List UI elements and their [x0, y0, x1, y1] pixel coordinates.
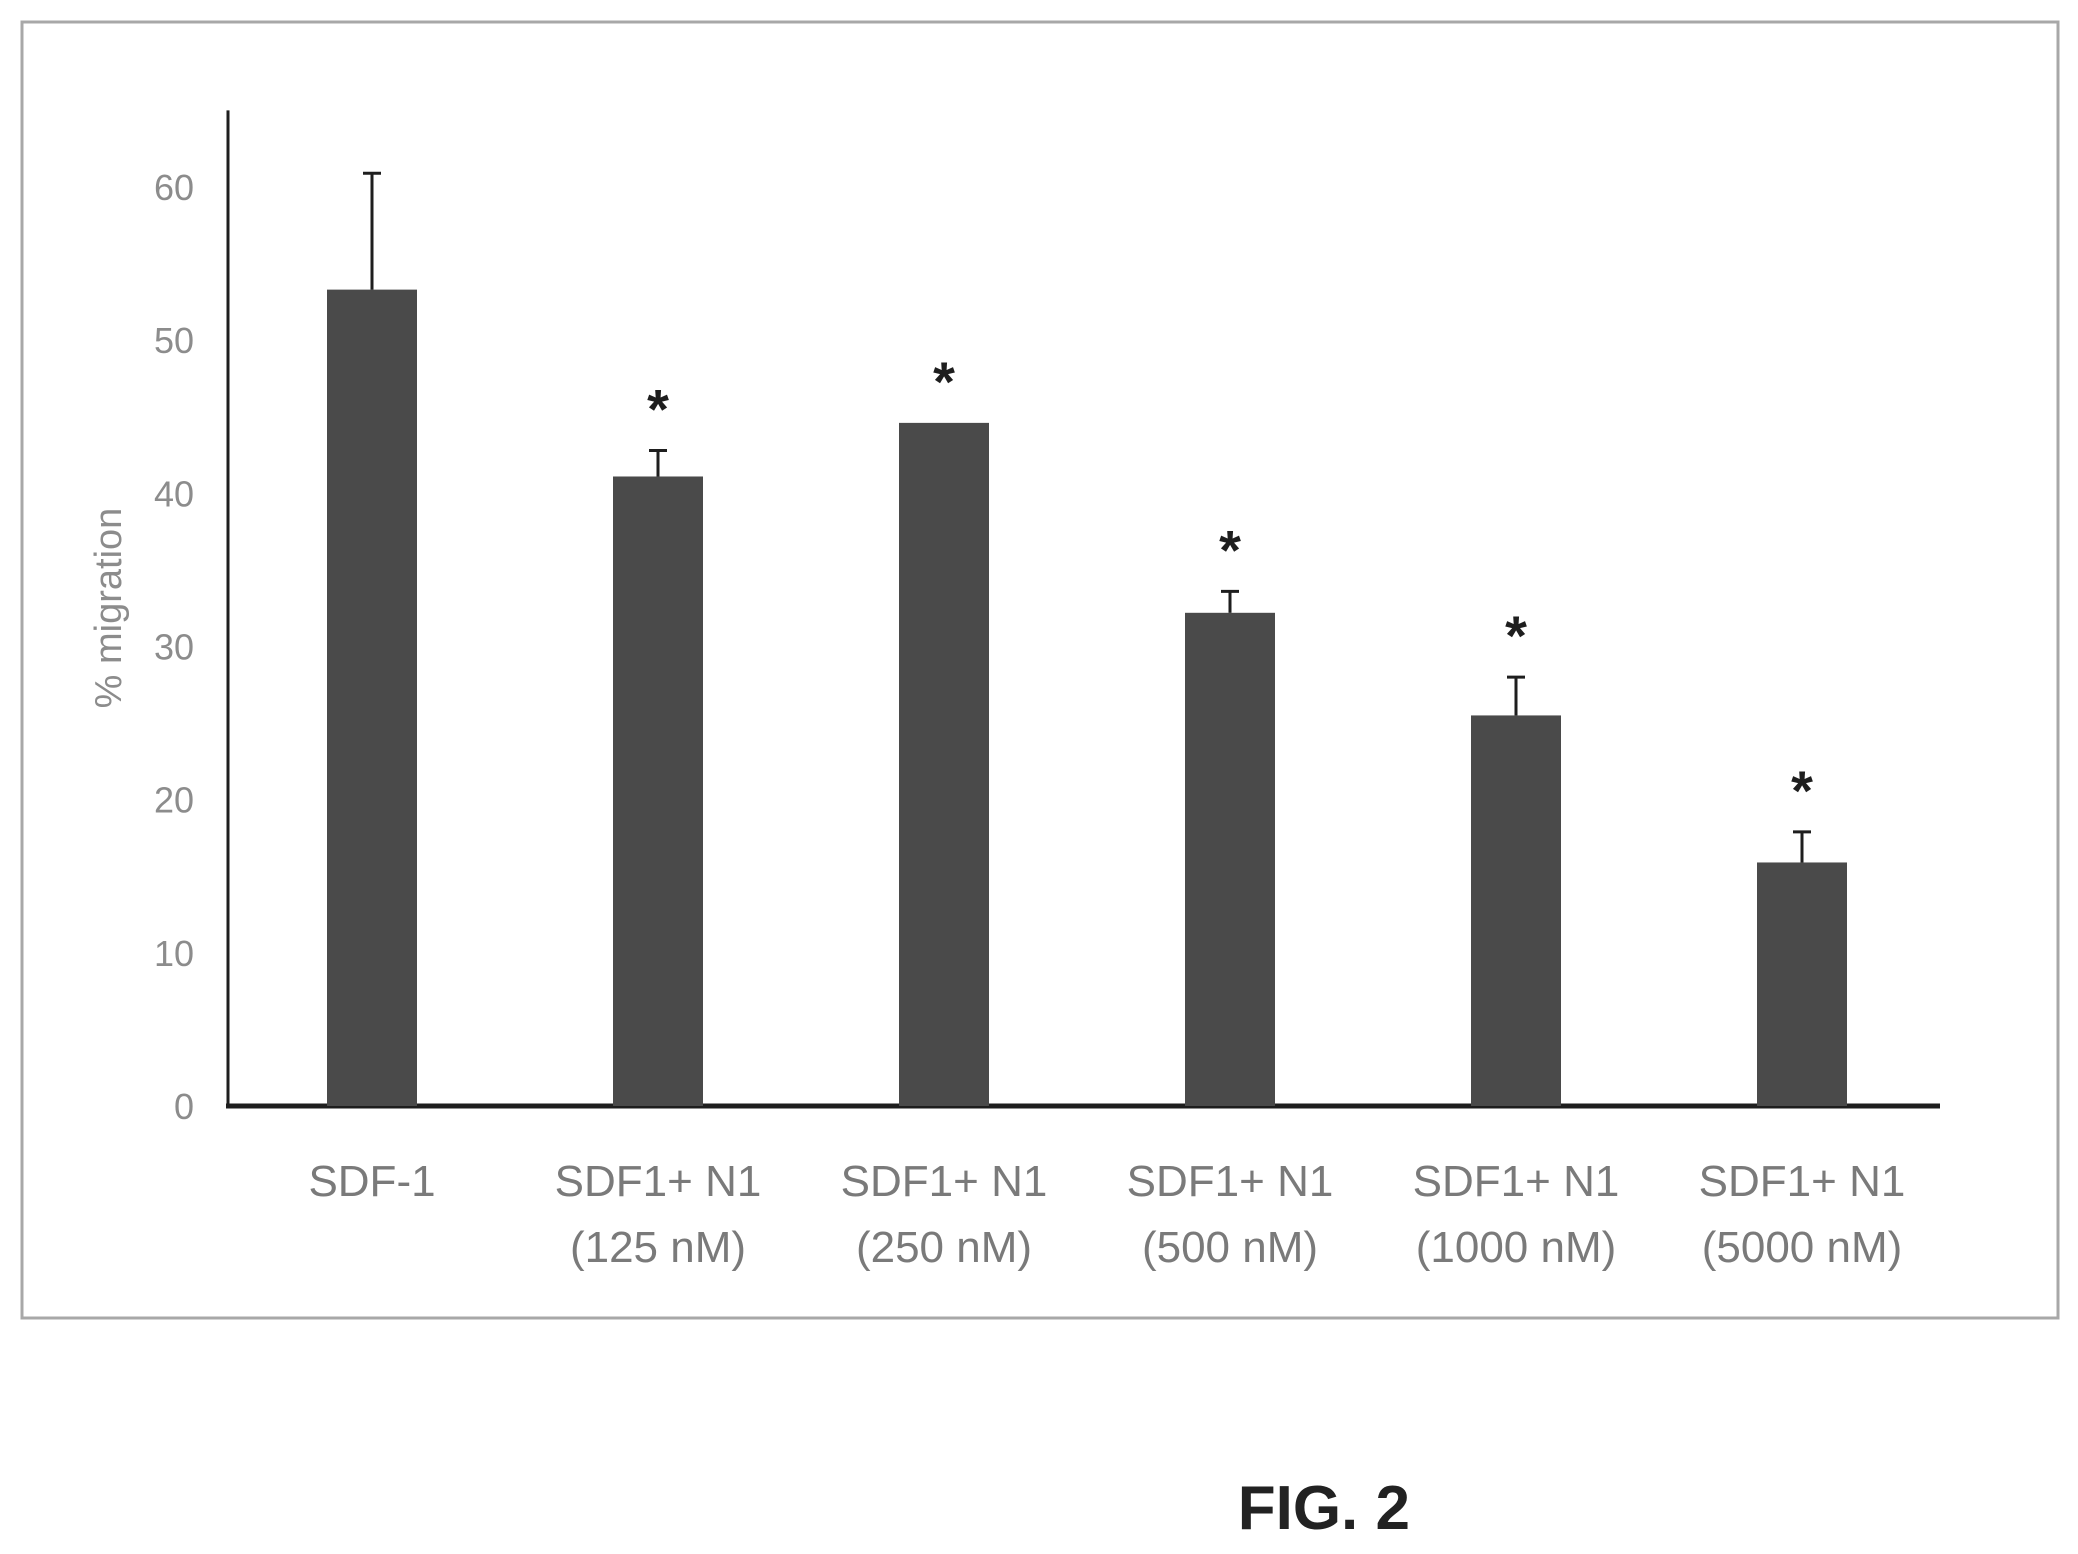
y-tick-label: 0	[174, 1086, 194, 1127]
significance-marker: *	[1791, 759, 1813, 822]
labels: SDF-1 * SDF1+ N1 (125 nM) * SDF1+ N1 (250 nM) *…	[308, 350, 1905, 1272]
category-label: SDF-1	[308, 1157, 435, 1206]
bar	[899, 422, 989, 1106]
category-label: (5000 nM)	[1702, 1223, 1903, 1272]
category-label: SDF1+ N1	[555, 1157, 762, 1206]
significance-marker: *	[647, 377, 669, 440]
y-tick-label: 50	[154, 320, 194, 361]
bar	[613, 476, 703, 1106]
bar	[1471, 715, 1561, 1106]
significance-marker: *	[1219, 518, 1241, 581]
category-label: (1000 nM)	[1416, 1223, 1617, 1272]
y-tick-label: 60	[154, 167, 194, 208]
figure-label: FIG. 2	[1237, 1474, 1410, 1543]
category-label: (125 nM)	[570, 1223, 746, 1272]
y-tick-label: 40	[154, 473, 194, 514]
category-label: SDF1+ N1	[1127, 1157, 1334, 1206]
bar	[1185, 612, 1275, 1106]
category-label: SDF1+ N1	[1413, 1157, 1620, 1206]
significance-marker: *	[933, 350, 955, 413]
bar	[327, 289, 417, 1106]
bar	[1757, 862, 1847, 1106]
significance-marker: *	[1505, 604, 1527, 667]
y-axis-label: % migration	[88, 508, 130, 709]
category-label: SDF1+ N1	[841, 1157, 1048, 1206]
y-tick-label: 10	[154, 933, 194, 974]
axes: 0 10 20 30 40 50 60	[154, 110, 1940, 1127]
category-label: (250 nM)	[856, 1223, 1032, 1272]
y-tick-label: 20	[154, 780, 194, 821]
category-label: (500 nM)	[1142, 1223, 1318, 1272]
category-label: SDF1+ N1	[1699, 1157, 1906, 1206]
y-tick-label: 30	[154, 627, 194, 668]
bars	[327, 171, 1847, 1106]
